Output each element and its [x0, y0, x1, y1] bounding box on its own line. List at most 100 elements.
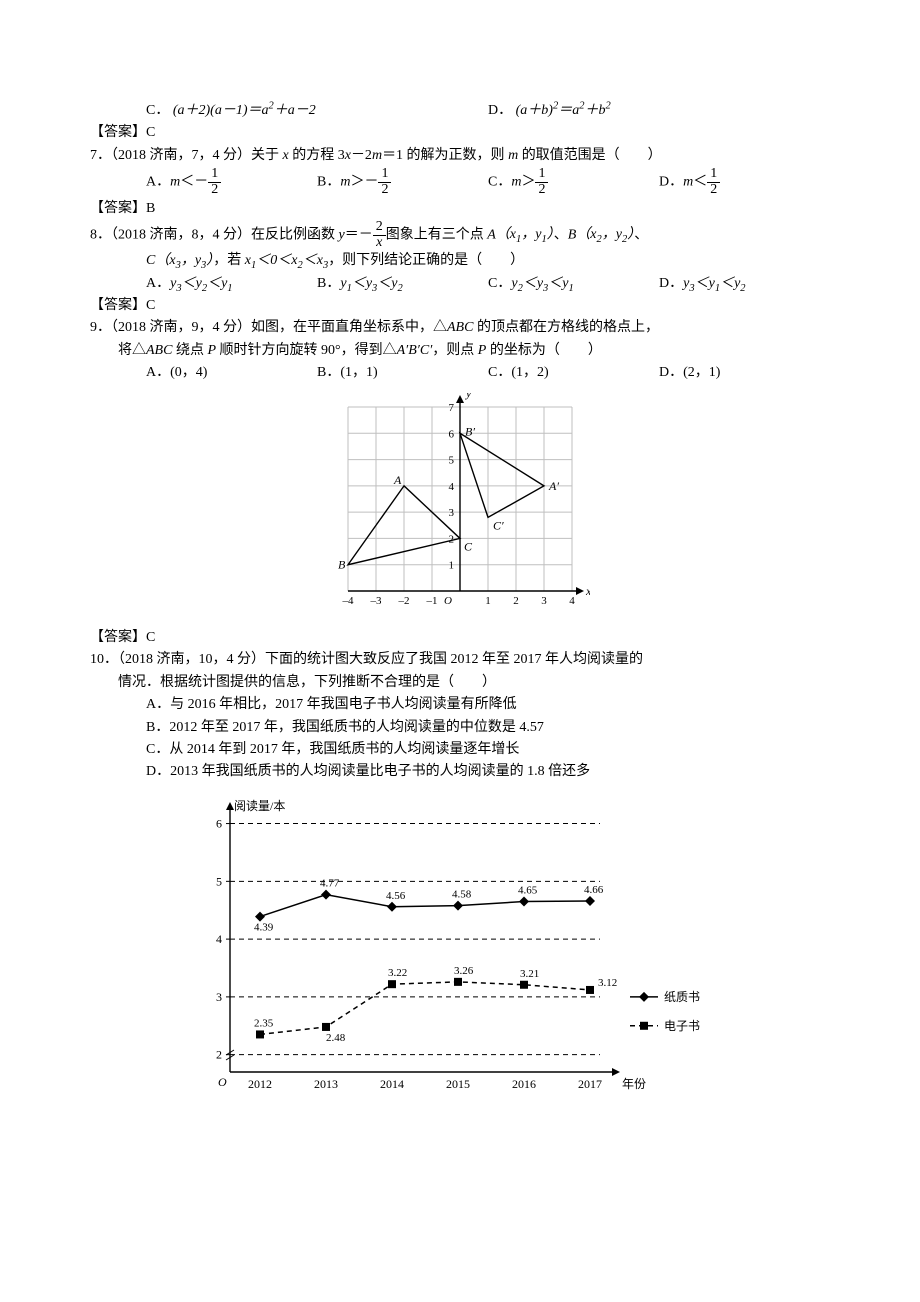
q10-stem-l2: 情况．根据统计图提供的信息，下列推断不合理的是（ ） [90, 672, 830, 694]
fraction: 2x [373, 220, 386, 250]
q9-stem-l1: 9．（2018 济南，9，4 分）如图，在平面直角坐标系中，△ABC 的顶点都在… [90, 317, 830, 339]
rel: ＜－ [180, 175, 208, 190]
opt-prefix: D． [659, 175, 683, 190]
opt-prefix: D． [488, 103, 512, 118]
opt-prefix: C． [488, 175, 511, 190]
answer-label: 【答案】 [90, 125, 146, 140]
svg-text:4: 4 [216, 932, 222, 946]
q10-line-chart: 23456201220132014201520162017阅读量/本年份O4.3… [180, 792, 740, 1112]
svg-text:4: 4 [449, 481, 455, 493]
q8-option-b: B．y1＜y3＜y2 [317, 273, 488, 295]
opt-body: (1，1) [340, 365, 377, 380]
num: 1 [535, 167, 548, 183]
svg-text:纸质书: 纸质书 [664, 990, 700, 1004]
svg-text:3: 3 [541, 595, 547, 607]
text: 的取值范围是（ ） [518, 148, 662, 163]
q8-option-a: A．y3＜y2＜y1 [146, 273, 317, 295]
svg-text:C′: C′ [493, 518, 504, 532]
svg-text:4.65: 4.65 [518, 884, 538, 896]
opt-prefix: C． [488, 365, 511, 380]
svg-text:C: C [464, 539, 473, 553]
q10-option-a: A．与 2016 年相比，2017 年我国电子书人均阅读量有所降低 [90, 694, 830, 716]
opt-body: (1，2) [511, 365, 548, 380]
q9-option-c: C．(1，2) [488, 362, 659, 384]
svg-text:7: 7 [449, 402, 455, 414]
opt-prefix: A． [146, 276, 170, 291]
text: －2 [351, 148, 372, 163]
q6-options-cd: C． (a＋2)(a－1)＝a2＋a－2 D． (a＋b)2＝a2＋b2 [90, 100, 830, 122]
rel: ＞ [521, 175, 535, 190]
fraction: 12 [707, 167, 720, 197]
opt-body: (2，1) [683, 365, 720, 380]
pt: C [146, 253, 155, 268]
den: x [373, 236, 386, 251]
svg-text:2012: 2012 [248, 1077, 272, 1091]
opt-body: (a＋b)2＝a2＋b2 [516, 103, 611, 118]
svg-text:–3: –3 [370, 595, 383, 607]
opt-body: y3＜y2＜y1 [170, 276, 232, 291]
text: ，则点 [432, 343, 478, 358]
var-m: m [508, 148, 518, 163]
svg-text:阅读量/本: 阅读量/本 [234, 799, 285, 813]
svg-text:4.66: 4.66 [584, 884, 604, 896]
svg-text:3.21: 3.21 [520, 968, 539, 980]
opt-body: (0，4) [170, 365, 207, 380]
fraction: 12 [535, 167, 548, 197]
q9-answer: 【答案】C [90, 627, 830, 649]
svg-text:3: 3 [216, 990, 222, 1004]
opt-prefix: C． [488, 276, 511, 291]
text: ＝1 的解为正数，则 [382, 148, 508, 163]
var-m: m [683, 175, 693, 190]
opt-prefix: B． [317, 276, 340, 291]
svg-text:2015: 2015 [446, 1077, 470, 1091]
text: 的方程 3 [289, 148, 345, 163]
q8-answer: 【答案】C [90, 295, 830, 317]
svg-text:O: O [218, 1075, 227, 1089]
var-m: m [170, 175, 180, 190]
opt-prefix: B． [317, 365, 340, 380]
abc: ABC [447, 320, 473, 335]
q8-stem-l2: C（x3，y3），若 x1＜0＜x2＜x3，则下列结论正确的是（ ） [90, 250, 830, 272]
svg-text:6: 6 [449, 428, 455, 440]
opt-prefix: B． [317, 175, 340, 190]
num: 2 [373, 220, 386, 236]
answer-value: C [146, 125, 155, 140]
den: 2 [707, 183, 720, 198]
q7-option-c: C．m＞12 [488, 167, 659, 197]
num: 1 [378, 167, 391, 183]
svg-text:3.12: 3.12 [598, 977, 617, 989]
q9-stem-l2: 将△ABC 绕点 P 顺时针方向旋转 90°，得到△A′B′C′，则点 P 的坐… [90, 340, 830, 362]
cond: x1＜0＜x2＜x3 [245, 253, 328, 268]
text: ＝－ [345, 227, 373, 242]
var-m: m [372, 148, 382, 163]
text: ，则下列结论正确的是（ ） [328, 253, 524, 268]
var-m: m [340, 175, 350, 190]
svg-text:2016: 2016 [512, 1077, 536, 1091]
answer-label: 【答案】 [90, 630, 146, 645]
q10-option-b: B．2012 年至 2017 年，我国纸质书的人均阅读量的中位数是 4.57 [90, 717, 830, 739]
text: 7．（2018 济南，7，4 分）关于 [90, 148, 283, 163]
svg-text:2: 2 [216, 1047, 222, 1061]
q7-options: A．m＜－12 B．m＞－12 C．m＞12 D．m＜12 [90, 167, 830, 197]
answer-value: B [146, 201, 155, 216]
q7-stem: 7．（2018 济南，7，4 分）关于 x 的方程 3x－2m＝1 的解为正数，… [90, 145, 830, 167]
q9-option-d: D．(2，1) [659, 362, 830, 384]
pt: A [487, 227, 496, 242]
svg-text:2014: 2014 [380, 1077, 404, 1091]
abc: ABC [146, 343, 172, 358]
q10-option-c: C．从 2014 年到 2017 年，我国纸质书的人均阅读量逐年增长 [90, 739, 830, 761]
coords: （x2，y2） [576, 227, 634, 242]
text: 的顶点都在方格线的格点上， [473, 320, 659, 335]
q9-figure: –4–3–2–112341234567OxyABCA′B′C′ [90, 393, 830, 621]
q9-grid-chart: –4–3–2–112341234567OxyABCA′B′C′ [330, 393, 590, 613]
q8-stem: 8．（2018 济南，8，4 分）在反比例函数 y＝－2x图象上有三个点 A（x… [90, 220, 830, 250]
q6-option-d: D． (a＋b)2＝a2＋b2 [488, 100, 830, 122]
text: 图象上有三个点 [386, 227, 488, 242]
text: 8．（2018 济南，8，4 分）在反比例函数 [90, 227, 339, 242]
svg-text:2: 2 [513, 595, 519, 607]
q10-option-d: D．2013 年我国纸质书的人均阅读量比电子书的人均阅读量的 1.8 倍还多 [90, 761, 830, 783]
text: 的坐标为（ ） [486, 343, 602, 358]
coords: （x1，y1） [496, 227, 554, 242]
answer-label: 【答案】 [90, 298, 146, 313]
rel: ＞－ [350, 175, 378, 190]
